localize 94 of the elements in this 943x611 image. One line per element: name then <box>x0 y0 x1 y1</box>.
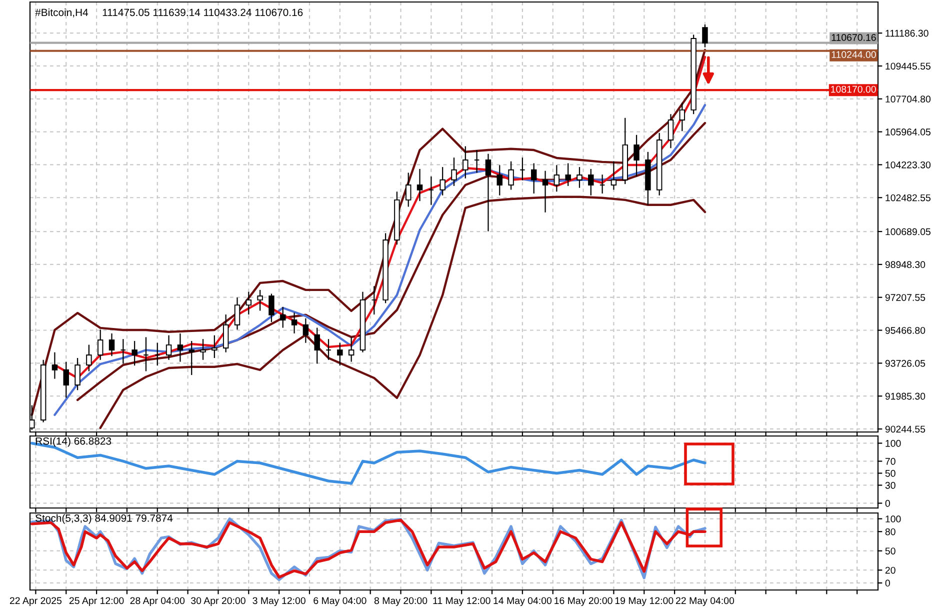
y-tick-label: 97207.55 <box>885 294 926 301</box>
candlestick <box>428 176 434 206</box>
y-tick-label: 91985.30 <box>885 392 926 400</box>
chart-title: Stoch(5,3,3) 84.9091 79.7874 <box>36 514 173 524</box>
y-tick-label: 70 <box>885 458 896 465</box>
candlestick <box>177 332 184 362</box>
candlestick <box>462 146 468 179</box>
y-tick-label: 30 <box>885 482 896 489</box>
candlestick <box>634 134 640 178</box>
y-tick-label: 0 <box>885 500 890 507</box>
candlestick <box>132 340 138 366</box>
candlestick <box>542 170 548 213</box>
y-tick-label: 50 <box>885 548 896 554</box>
y-tick-label: 100689.05 <box>886 228 930 236</box>
y-tick-label: 98948.30 <box>885 261 926 268</box>
candlestick <box>314 327 320 364</box>
x-tick-label: 3 May 12:00 <box>252 597 306 606</box>
candlestick <box>291 312 298 334</box>
candlestick <box>440 166 446 196</box>
y-tick-label: 20 <box>885 566 896 574</box>
candlestick <box>212 334 218 359</box>
candlestick <box>565 162 571 187</box>
y-tick-label: 104223.30 <box>886 161 931 168</box>
chart-subtitle: 111475.05 111639.14 110433.24 110670.16 <box>102 8 303 16</box>
y-tick-label: 93726.05 <box>885 360 926 367</box>
y-tick-label: 100 <box>886 516 901 522</box>
x-tick-label: 11 May 12:00 <box>433 597 490 606</box>
candlestick <box>496 164 502 196</box>
y-tick-label: 109445.55 <box>886 62 930 70</box>
y-tick-label: 102482.55 <box>886 194 930 202</box>
candlestick <box>348 336 354 362</box>
candlestick <box>120 338 126 364</box>
candlestick <box>406 172 412 208</box>
candlestick <box>234 296 240 330</box>
y-tick-label: 107704.80 <box>886 96 931 103</box>
candlestick <box>610 160 617 190</box>
x-tick-label: 8 May 20:00 <box>374 597 428 606</box>
candlestick <box>52 352 58 380</box>
candlestick <box>143 336 149 372</box>
candlestick <box>108 332 115 357</box>
candlestick <box>451 157 457 187</box>
candlestick <box>154 342 160 366</box>
candlestick <box>200 338 206 360</box>
candlestick <box>188 340 194 376</box>
candlestick <box>702 24 708 48</box>
x-tick-label: 6 May 04:00 <box>314 597 366 606</box>
candlestick <box>97 329 104 360</box>
x-tick-label: 30 Apr 20:00 <box>191 597 246 606</box>
y-tick-label: 0 <box>885 580 890 587</box>
chart-title: RSI(14) 66.8823 <box>36 437 112 447</box>
candlestick <box>63 361 69 398</box>
candlestick <box>588 168 594 196</box>
candlestick <box>668 114 674 149</box>
x-tick-label: 14 May 04:00 <box>494 597 552 606</box>
x-tick-label: 25 Apr 12:00 <box>69 597 124 606</box>
candlestick <box>302 318 309 344</box>
candlestick <box>257 289 263 312</box>
candlestick <box>326 338 332 360</box>
y-tick-label: 95466.80 <box>885 326 926 334</box>
y-tick-label: 105964.05 <box>886 128 930 136</box>
x-tick-label: 28 Apr 04:00 <box>130 597 185 606</box>
candlestick <box>371 286 378 316</box>
candlestick <box>530 162 537 194</box>
candlestick <box>599 174 606 194</box>
candlestick <box>416 168 423 202</box>
candlestick <box>474 149 480 174</box>
candlestick <box>679 102 686 132</box>
candlestick <box>246 291 252 316</box>
ref-line-label: 108170.00 <box>831 86 876 93</box>
x-tick-label: 22 May 04:00 <box>676 597 734 606</box>
candlestick <box>576 166 582 188</box>
line-series <box>99 196 706 430</box>
candlestick <box>554 164 560 192</box>
candlestick <box>74 357 80 391</box>
y-tick-label: 100 <box>886 440 901 447</box>
candlestick <box>280 306 286 328</box>
candlestick <box>485 153 492 232</box>
x-tick-label: 19 May 12:00 <box>615 597 674 606</box>
y-tick-label: 80 <box>885 528 896 536</box>
text: #Bitcoin,H4 <box>35 8 88 18</box>
y-tick-label: 90244.55 <box>885 426 926 433</box>
candlestick <box>508 160 514 190</box>
x-tick-label: 22 Apr 2025 <box>10 597 62 606</box>
candlestick <box>166 334 172 360</box>
x-tick-label: 16 May 20:00 <box>554 597 612 606</box>
ref-line-label: 110244.00 <box>832 51 876 58</box>
candlestick <box>337 342 343 366</box>
candlestick <box>520 157 526 181</box>
y-tick-label: 111186.30 <box>886 30 928 37</box>
ref-line-label: 110670.16 <box>832 34 876 41</box>
candlestick <box>86 344 92 372</box>
candlestick <box>268 293 274 323</box>
y-tick-label: 50 <box>885 470 896 477</box>
candlestick <box>222 314 229 353</box>
